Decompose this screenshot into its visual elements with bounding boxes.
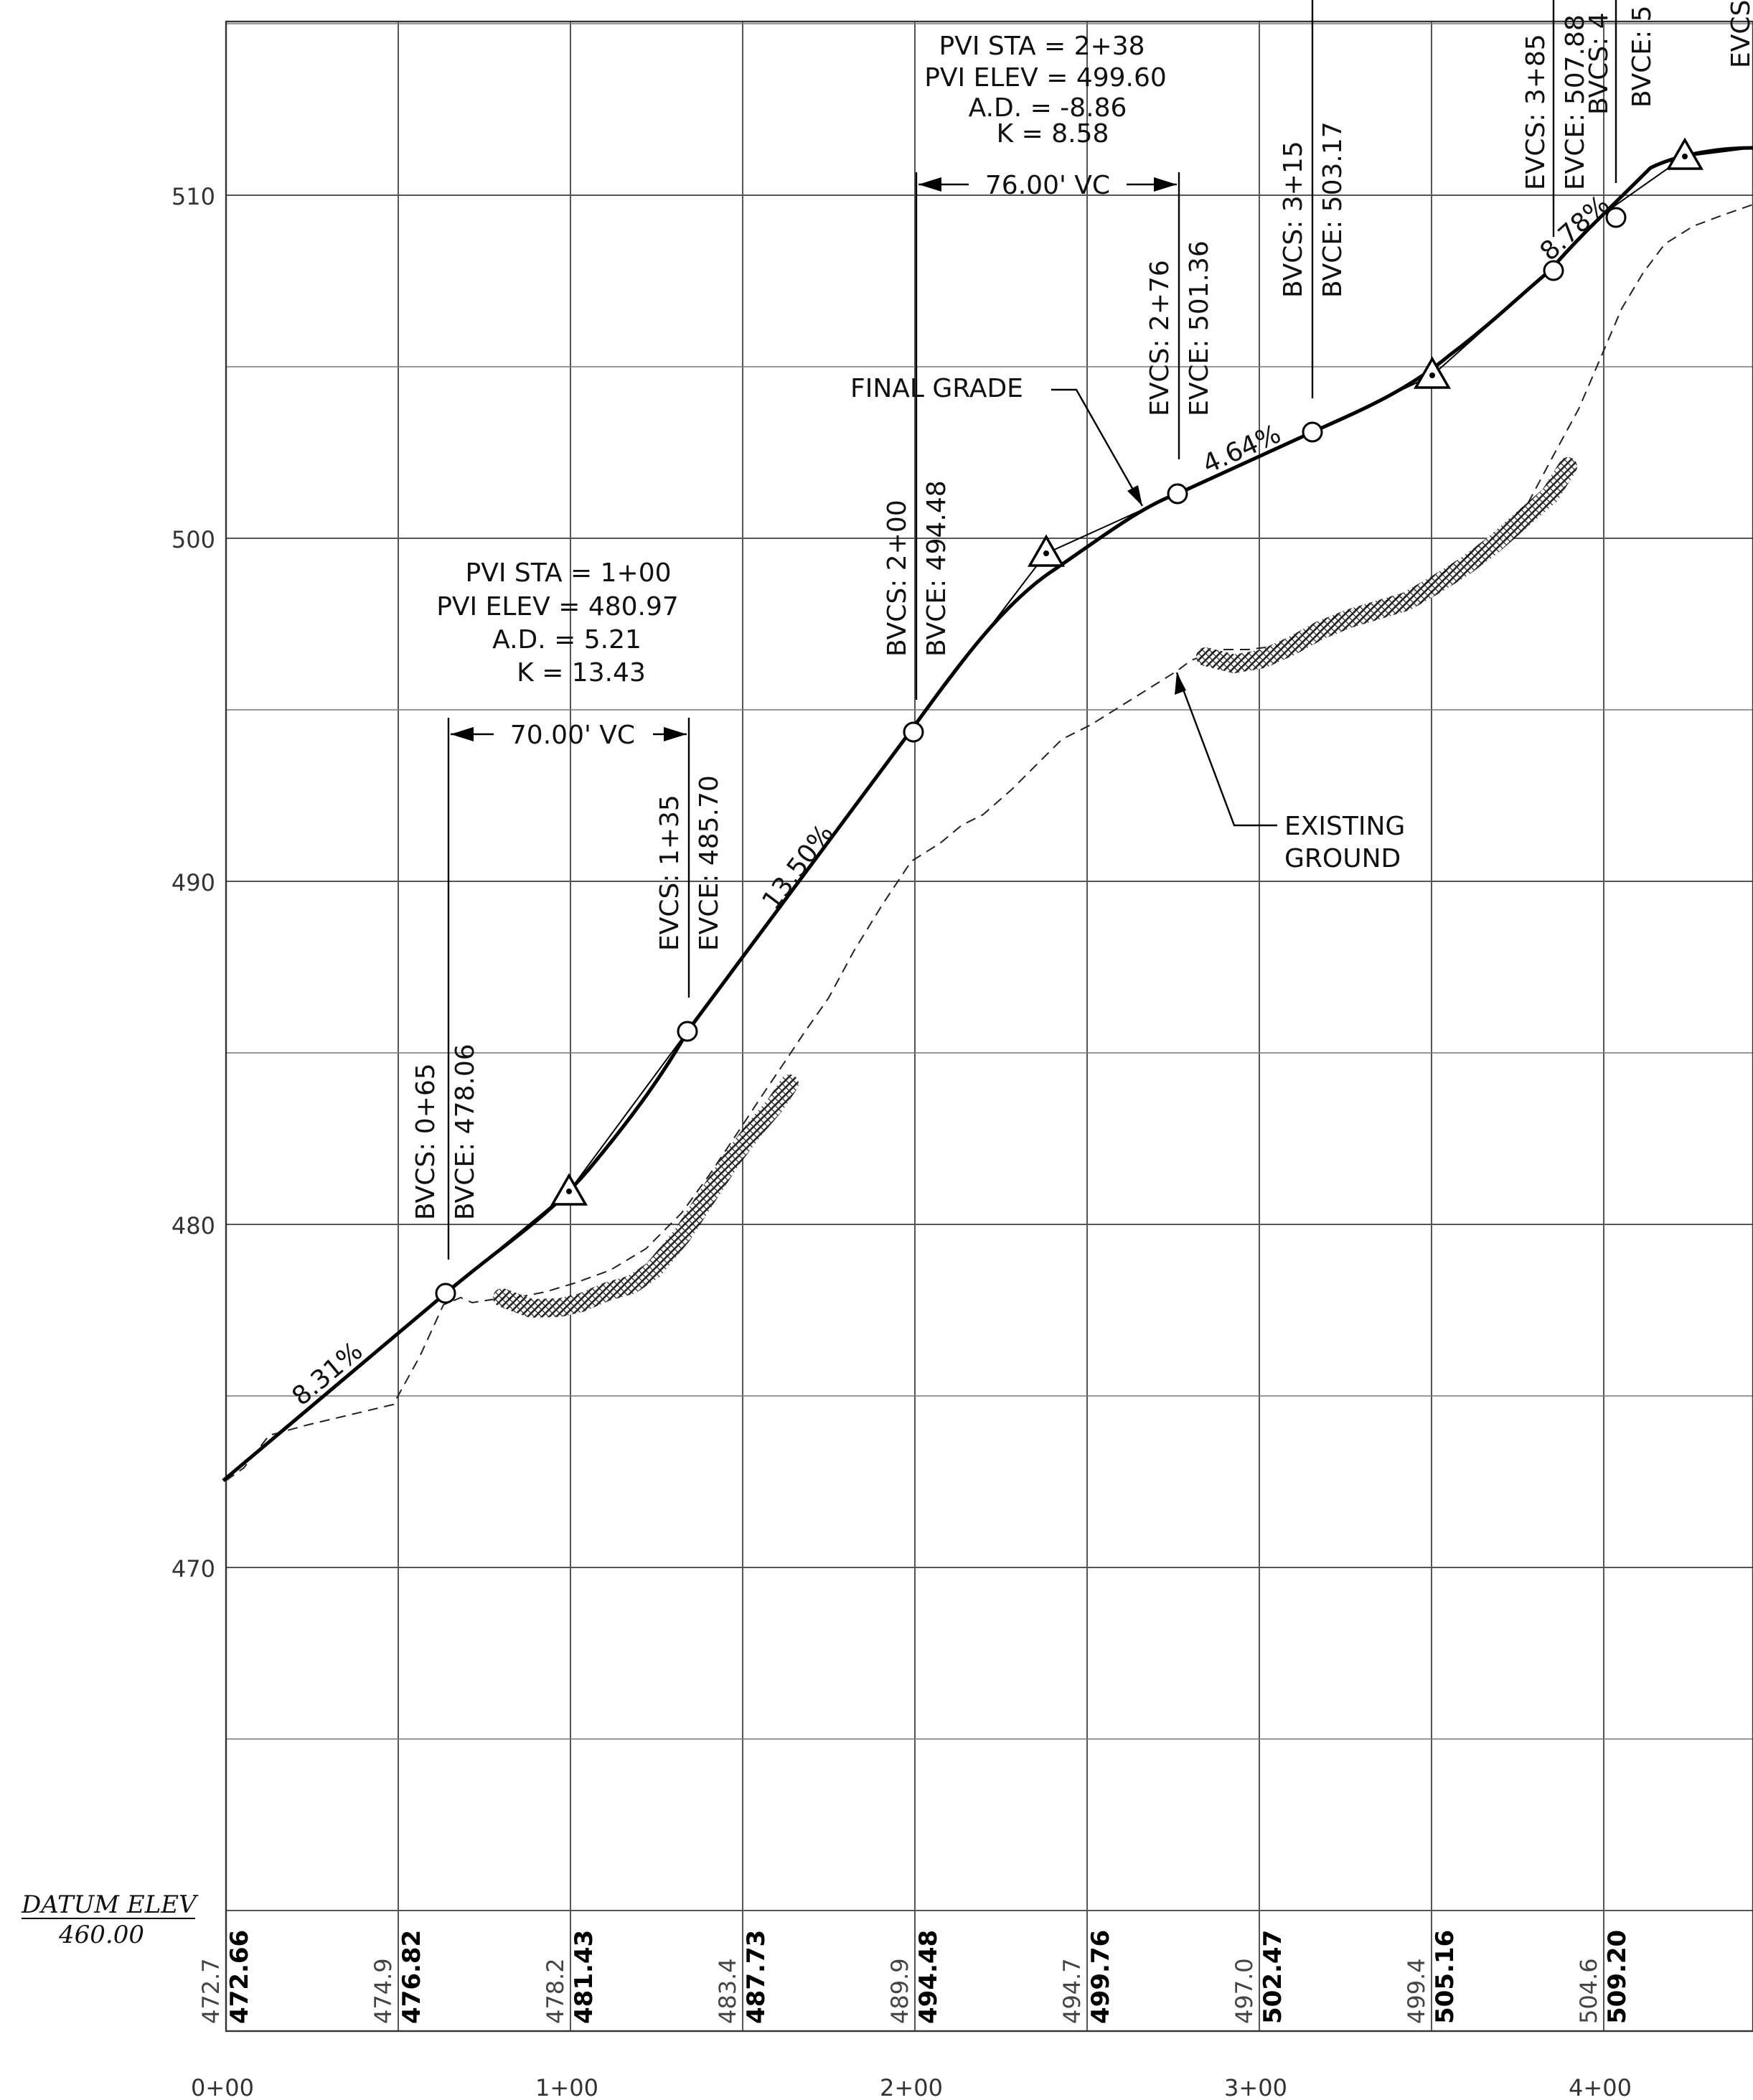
pvi-triangle-3+50: [1413, 356, 1452, 389]
station-4+00: 4+00: [1569, 2074, 1632, 2100]
station-leaders: [447, 0, 1617, 1260]
evce-507.88: EVCE: 507.88: [1561, 14, 1590, 190]
bvce-5-cut: BVCE: 5: [1627, 5, 1657, 108]
station-axis: 0+00 1+00 2+00 3+00 4+00: [191, 2074, 1632, 2100]
elevation-axis: 510 500 490 480 470: [171, 183, 215, 1583]
existing-elevation-value: 483.4: [714, 1958, 741, 2024]
pvi2-elev: PVI ELEV = 499.60: [924, 63, 1167, 93]
proposed-elevation-value: 481.43: [570, 1930, 598, 2024]
existing-elevation-value: 478.2: [542, 1958, 569, 2024]
existing-ground-hatch: [493, 457, 1577, 1318]
grade-13.50: 13.50%: [756, 819, 839, 915]
evce-485.70: EVCE: 485.70: [695, 775, 724, 951]
proposed-elevation-value: 487.73: [742, 1930, 771, 2024]
evc-point-2+76: [1167, 483, 1188, 505]
pvi2-sta: PVI STA = 2+38: [939, 32, 1145, 61]
bvc-point-3+15: [1302, 421, 1323, 443]
vc-length-1: 70.00' VC: [510, 721, 635, 750]
station-0+00: 0+00: [191, 2074, 254, 2100]
grade-4.64: 4.64%: [1198, 419, 1285, 479]
existing-ground-label-1: EXISTING: [1284, 812, 1405, 841]
grid-border: [225, 20, 1753, 2033]
tangent-lines: [445, 147, 1753, 1294]
existing-elevation-value: 494.7: [1058, 1958, 1086, 2024]
proposed-elevation-value: 494.48: [914, 1930, 943, 2024]
evcs-3+85: EVCS: 3+85: [1521, 34, 1551, 190]
vc-dimension-2: 76.00' VC: [918, 171, 1177, 200]
vc-length-2: 76.00' VC: [985, 171, 1110, 200]
bvce-503.17: BVCE: 503.17: [1318, 121, 1348, 298]
pvi-markers: [550, 137, 1704, 1206]
station-3+00: 3+00: [1224, 2074, 1287, 2100]
pvi2-ad: A.D. = -8.86: [969, 93, 1127, 123]
bvc-point-2+00: [903, 721, 924, 743]
elevation-band: 472.7 472.66 474.9 476.82 478.2 481.43 483.4 48…: [197, 1930, 1632, 2024]
vc-dimension-1: 70.00' VC: [451, 721, 687, 750]
grid: [225, 20, 1753, 2033]
bvce-478.06: BVCE: 478.06: [451, 1044, 480, 1220]
grade-8.31: 8.31%: [286, 1336, 368, 1412]
existing-elevation-value: 499.4: [1403, 1958, 1430, 2024]
pvi1-elev: PVI ELEV = 480.97: [436, 592, 679, 622]
curve-tags: BVCS: 0+65 BVCE: 478.06 EVCS: 1+35 EVCE:…: [411, 0, 1753, 1220]
elev-label-490: 490: [171, 869, 215, 896]
pvi1-info: PVI STA = 1+00 PVI ELEV = 480.97 A.D. = …: [436, 558, 679, 688]
datum-value: 460.00: [58, 1921, 144, 1949]
proposed-elevation-value: 476.82: [398, 1930, 426, 2024]
datum-label: DATUM ELEV 460.00: [21, 1890, 199, 1949]
final-grade-label: FINAL GRADE: [850, 374, 1023, 403]
curve-points: [435, 207, 1627, 1304]
evcs-cut: EVCS: [1726, 0, 1753, 68]
bvcs-4-cut: BVCS: 4: [1584, 12, 1614, 115]
proposed-elevation-value: 509.20: [1603, 1930, 1632, 2024]
station-2+00: 2+00: [880, 2074, 943, 2100]
proposed-elevation-value: 499.76: [1086, 1930, 1115, 2024]
pvi2-info: PVI STA = 2+38 PVI ELEV = 499.60 A.D. = …: [924, 32, 1167, 149]
pvi1-sta: PVI STA = 1+00: [466, 558, 672, 588]
pvi1-k: K = 13.43: [517, 658, 646, 688]
bvcs-3+15: BVCS: 3+15: [1279, 141, 1308, 298]
datum-title: DATUM ELEV: [21, 1890, 199, 1919]
final-grade-callout: FINAL GRADE: [850, 374, 1144, 507]
evcs-2+76: EVCS: 2+76: [1145, 260, 1175, 416]
elev-label-480: 480: [171, 1212, 215, 1239]
existing-ground-label-2: GROUND: [1284, 844, 1401, 873]
existing-elevation-value: 489.9: [886, 1958, 913, 2024]
bvcs-0+65: BVCS: 0+65: [411, 1063, 441, 1220]
existing-elevation-value: 497.0: [1231, 1958, 1258, 2024]
evce-501.36: EVCE: 501.36: [1185, 240, 1214, 416]
elev-label-470: 470: [171, 1555, 215, 1583]
elev-label-500: 500: [171, 526, 215, 553]
proposed-elevation-value: 505.16: [1431, 1930, 1460, 2024]
bvcs-2+00: BVCS: 2+00: [883, 500, 912, 657]
proposed-elevation-value: 502.47: [1259, 1930, 1287, 2024]
existing-elevation-value: 472.7: [197, 1958, 225, 2024]
bvce-494.48: BVCE: 494.48: [922, 480, 951, 657]
bvc-point-0+65: [435, 1283, 456, 1304]
pvi2-k: K = 8.58: [997, 119, 1109, 149]
pvi-triangle-4+35: [1665, 137, 1704, 170]
existing-elevation-value: 504.6: [1575, 1958, 1602, 2024]
proposed-elevation-value: 472.66: [225, 1930, 254, 2024]
existing-elevation-value: 474.9: [370, 1958, 397, 2024]
bvc-point-4+05: [1605, 207, 1627, 228]
station-1+00: 1+00: [535, 2074, 598, 2100]
evc-point-3+85: [1543, 260, 1564, 281]
pvi1-ad: A.D. = 5.21: [492, 625, 641, 655]
evcs-1+35: EVCS: 1+35: [655, 794, 685, 951]
elev-label-510: 510: [171, 183, 215, 210]
existing-ground-callout: EXISTING GROUND: [1175, 672, 1405, 873]
final-grade-line: [222, 146, 1753, 1482]
pvi-triangle-1+00: [550, 1173, 588, 1206]
pvi-triangle-2+38: [1027, 534, 1066, 567]
evc-point-1+35: [677, 1021, 698, 1042]
